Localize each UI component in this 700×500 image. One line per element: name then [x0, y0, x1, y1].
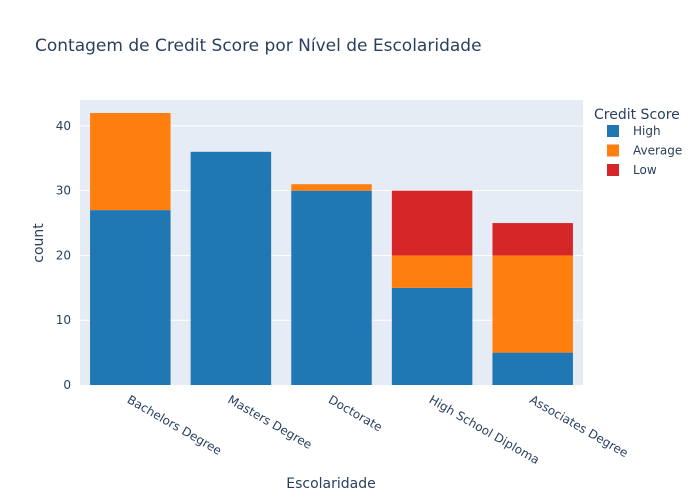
bar-segment [391, 255, 473, 288]
legend-swatch [607, 164, 619, 176]
x-axis-title: Escolaridade [286, 476, 375, 492]
bar-segment [492, 255, 573, 353]
bar-segment [492, 223, 573, 256]
y-tick-label: 10 [56, 313, 71, 327]
y-tick-labels: 0 10 20 30 40 [56, 119, 71, 392]
chart-title: Contagem de Credit Score por Nível de Es… [35, 36, 482, 56]
legend: Credit Score High Average Low [594, 107, 682, 177]
legend-swatch [607, 144, 619, 157]
legend-label: Low [633, 163, 657, 177]
y-axis-title: count [31, 223, 47, 263]
bars [90, 112, 573, 385]
legend-swatch [607, 125, 619, 137]
y-tick-label: 0 [63, 378, 71, 392]
y-tick-label: 40 [56, 119, 71, 133]
bar-segment [391, 190, 473, 256]
legend-title: Credit Score [594, 107, 680, 123]
y-tick-label: 20 [56, 248, 71, 262]
bar-segment [190, 151, 272, 385]
legend-items: High Average Low [607, 124, 682, 177]
bar-segment [90, 210, 171, 385]
bar-segment [492, 352, 573, 385]
bar-segment [391, 287, 473, 385]
y-tick-label: 30 [56, 184, 71, 198]
legend-label: High [633, 124, 661, 138]
legend-label: Average [633, 144, 682, 158]
bar-segment [90, 112, 171, 211]
bar-segment [291, 190, 372, 385]
bar-segment [291, 184, 372, 191]
